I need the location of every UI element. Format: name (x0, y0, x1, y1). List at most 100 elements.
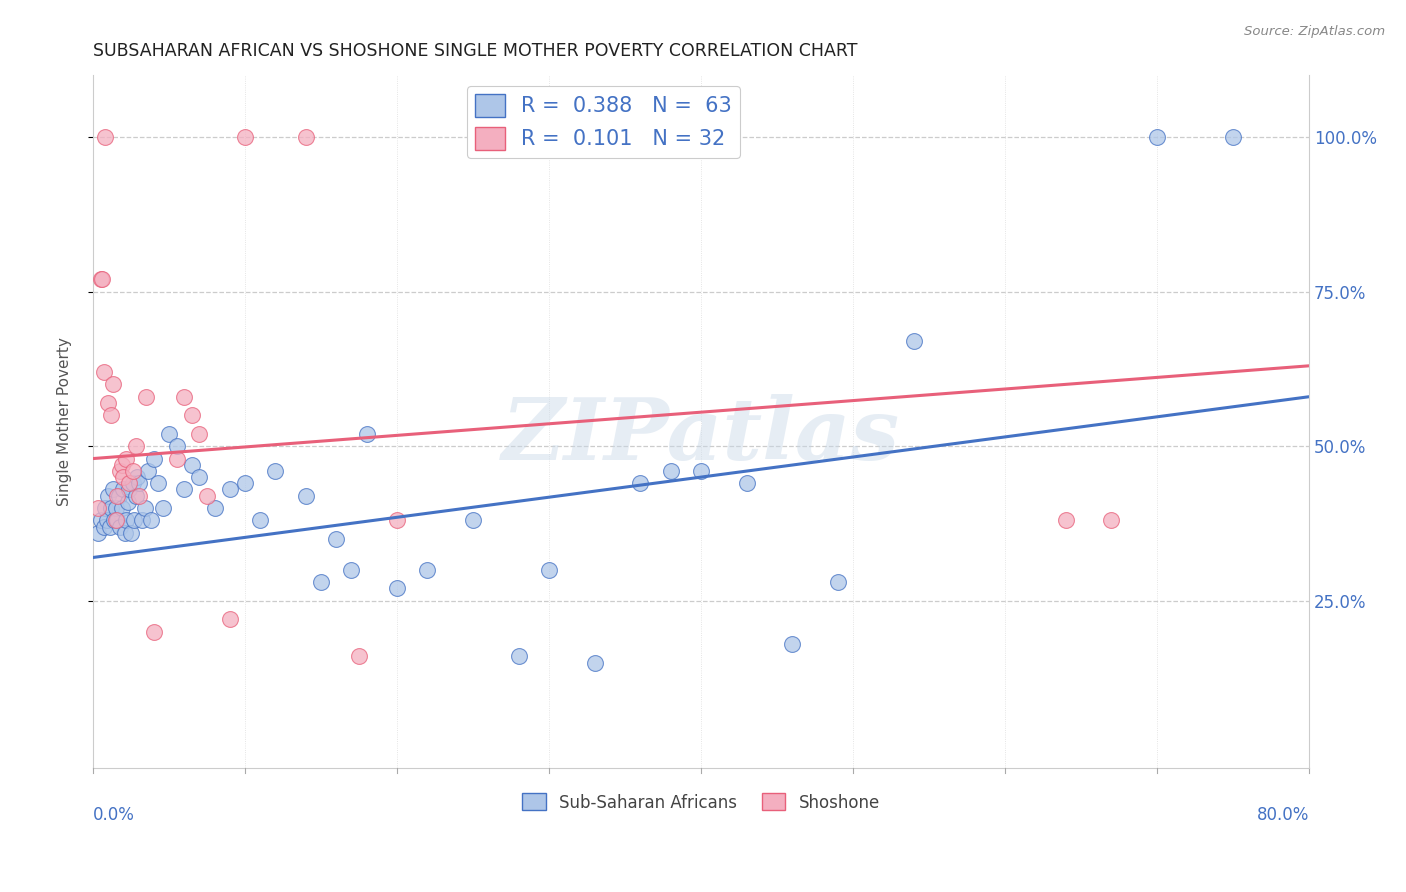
Point (124, 489, 146, 503)
Point (115, 451, 138, 466)
Point (134, 501, 156, 516)
Text: 80.0%: 80.0% (1257, 805, 1309, 824)
Point (173, 390, 195, 404)
Point (91, 272, 114, 286)
Point (86, 501, 108, 516)
Point (166, 451, 188, 466)
Point (1054, 513, 1077, 527)
Point (86, 525, 108, 540)
Point (385, 582, 408, 596)
Point (537, 563, 560, 577)
Point (108, 489, 131, 503)
Point (148, 476, 170, 491)
Point (180, 458, 202, 472)
Text: SUBSAHARAN AFRICAN VS SHOSHONE SINGLE MOTHER POVERTY CORRELATION CHART: SUBSAHARAN AFRICAN VS SHOSHONE SINGLE MO… (93, 42, 858, 60)
Point (139, 513, 162, 527)
Text: 0.0%: 0.0% (93, 805, 135, 824)
Point (121, 476, 143, 491)
Point (356, 426, 378, 441)
Point (1101, 513, 1123, 527)
Point (827, 575, 849, 590)
Point (180, 409, 202, 423)
Point (142, 624, 165, 639)
Point (188, 426, 211, 441)
Point (93, 519, 115, 533)
Point (100, 409, 122, 423)
Point (94, 130, 117, 145)
Point (128, 476, 150, 491)
Point (110, 519, 132, 533)
Point (264, 464, 287, 478)
Legend: Sub-Saharan Africans, Shoshone: Sub-Saharan Africans, Shoshone (516, 787, 887, 818)
Point (117, 495, 139, 509)
Point (112, 483, 135, 497)
Point (104, 513, 127, 527)
Point (103, 513, 125, 527)
Point (105, 489, 128, 503)
Point (295, 489, 318, 503)
Point (325, 532, 347, 546)
Point (735, 476, 758, 491)
Point (309, 575, 332, 590)
Point (461, 513, 484, 527)
Point (111, 501, 134, 516)
Point (128, 489, 150, 503)
Point (233, 130, 256, 145)
Point (97, 396, 120, 410)
Point (104, 501, 127, 516)
Point (218, 612, 240, 626)
Point (101, 483, 124, 497)
Point (105, 513, 128, 527)
Point (347, 649, 370, 664)
Point (233, 476, 256, 491)
Point (690, 464, 713, 478)
Point (628, 476, 651, 491)
Point (152, 501, 174, 516)
Point (97, 489, 120, 503)
Point (218, 483, 240, 497)
Point (96, 513, 118, 527)
Point (93, 365, 115, 379)
Point (90, 272, 112, 286)
Point (111, 458, 134, 472)
Point (166, 439, 188, 453)
Point (1146, 130, 1168, 145)
Point (100, 501, 122, 516)
Point (136, 464, 159, 478)
Point (121, 464, 143, 478)
Point (135, 390, 157, 404)
Point (416, 563, 439, 577)
Point (124, 439, 146, 453)
Point (508, 649, 530, 664)
Point (120, 525, 142, 540)
Point (195, 489, 218, 503)
Point (115, 513, 138, 527)
Point (659, 464, 682, 478)
Point (340, 563, 363, 577)
Point (131, 513, 153, 527)
Point (90, 513, 112, 527)
Point (118, 483, 141, 497)
Point (903, 334, 925, 348)
Point (204, 501, 226, 516)
Point (295, 130, 318, 145)
Point (101, 377, 124, 392)
Point (112, 470, 135, 484)
Point (188, 470, 211, 484)
Text: Source: ZipAtlas.com: Source: ZipAtlas.com (1244, 25, 1385, 38)
Point (127, 470, 149, 484)
Point (249, 513, 271, 527)
Point (1222, 130, 1244, 145)
Point (583, 656, 606, 670)
Y-axis label: Single Mother Poverty: Single Mother Poverty (58, 337, 72, 506)
Point (157, 426, 180, 441)
Point (780, 637, 803, 651)
Point (385, 513, 408, 527)
Point (98, 519, 121, 533)
Point (110, 464, 132, 478)
Point (173, 483, 195, 497)
Point (122, 513, 145, 527)
Point (114, 525, 136, 540)
Text: ZIPatlas: ZIPatlas (502, 393, 900, 477)
Point (142, 451, 165, 466)
